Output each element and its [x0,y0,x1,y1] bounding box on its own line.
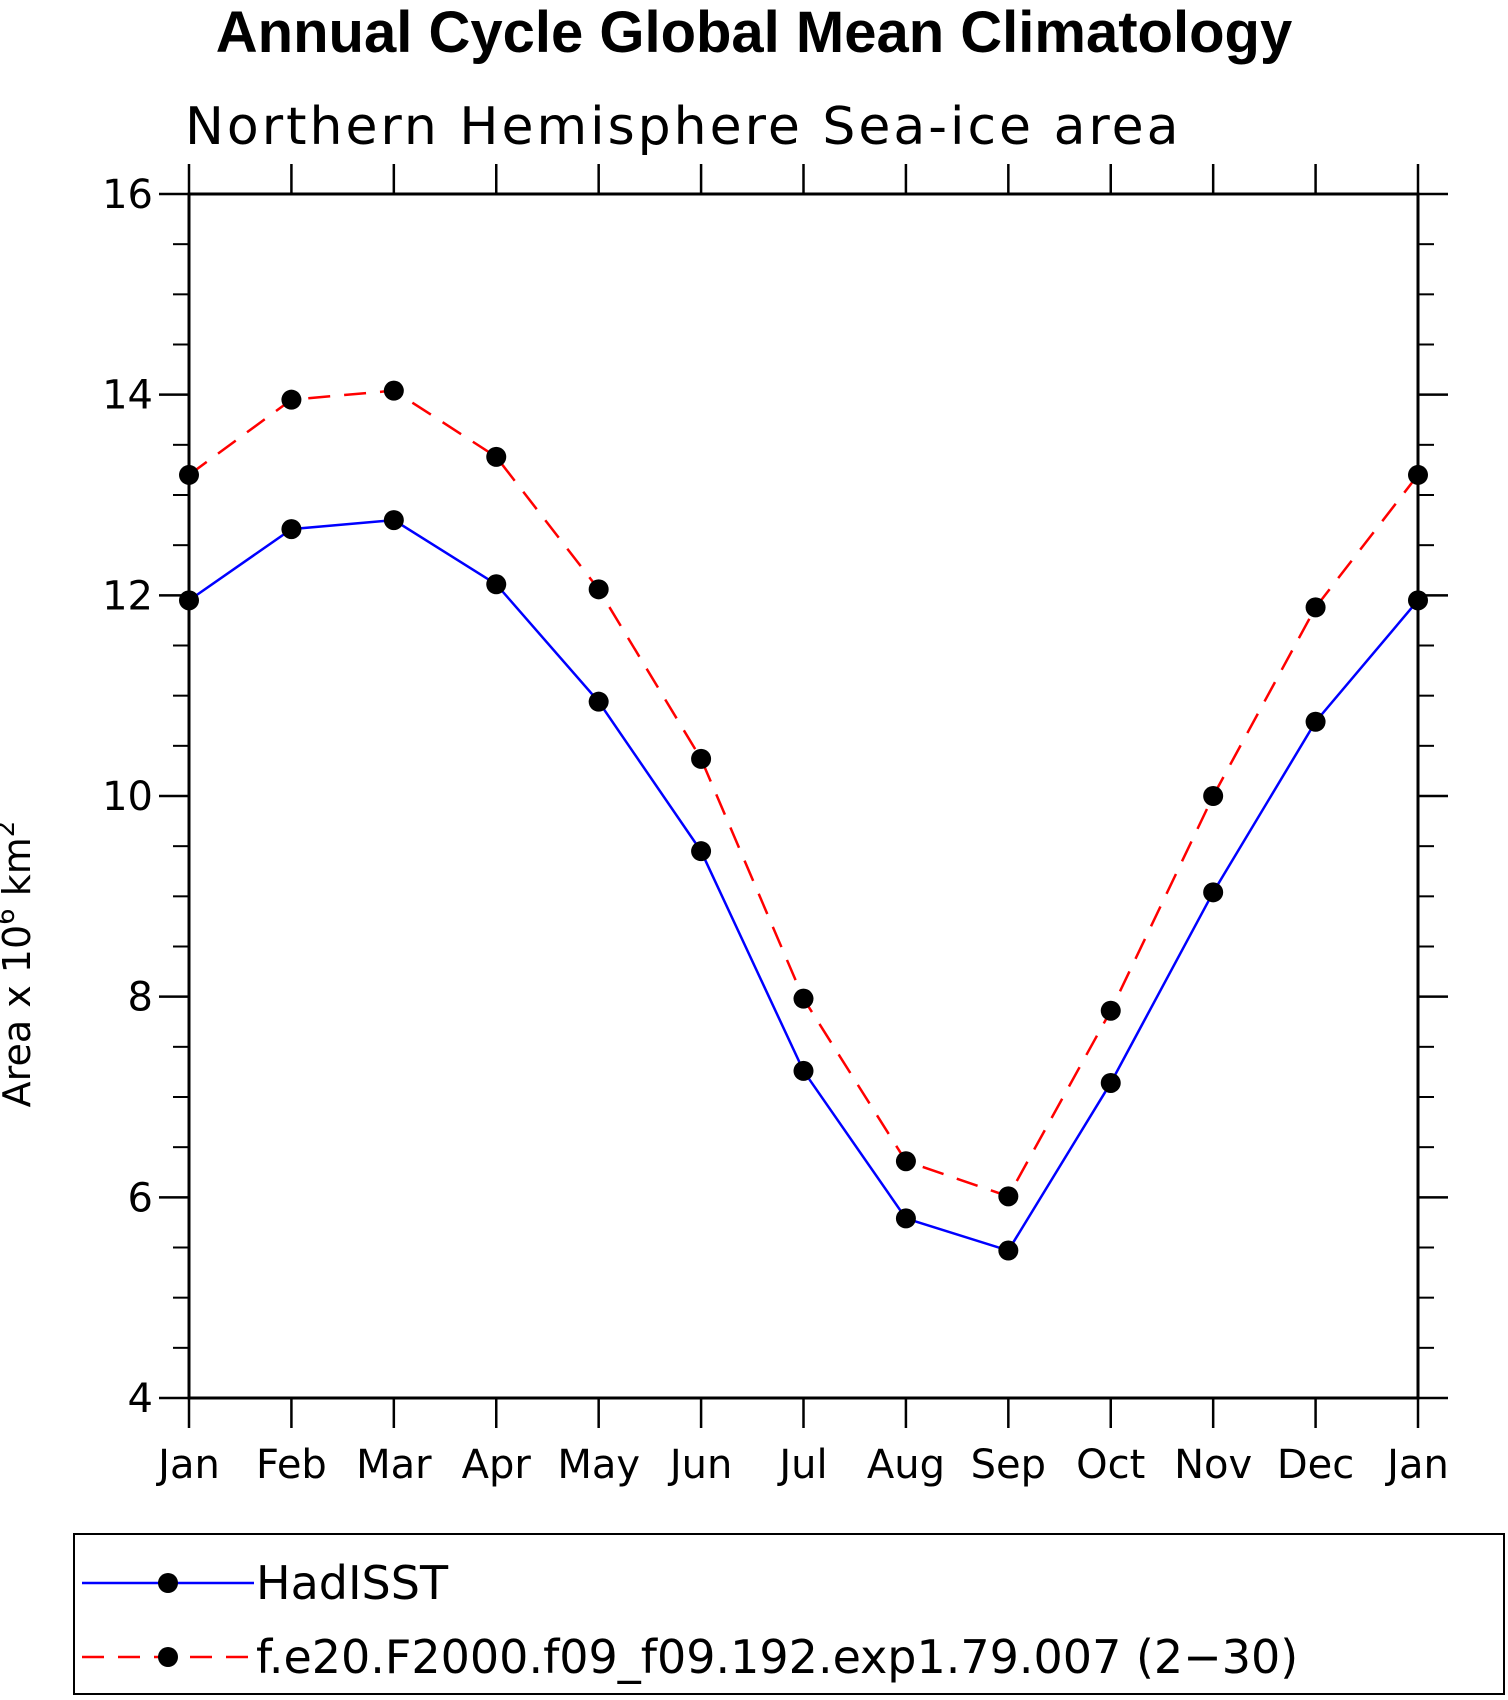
data-point [588,691,609,712]
x-tick-label: Mar [356,1442,432,1488]
data-point [383,510,404,531]
x-tick-label: Feb [256,1442,327,1488]
x-tick-label: Dec [1277,1442,1354,1488]
data-point [998,1240,1019,1261]
x-tick-label: Aug [867,1442,945,1488]
chart-title: Annual Cycle Global Mean Climatology [216,0,1292,65]
data-point [1305,711,1326,732]
y-tick-label: 6 [128,1175,153,1221]
data-point [383,380,404,401]
legend: HadISST f.e20.F2000.f09_f09.192.exp1.79.0… [73,1533,1505,1695]
data-point [486,574,507,595]
y-tick-label: 16 [102,172,153,218]
data-point [1408,464,1428,485]
x-tick-label: Jun [667,1442,733,1488]
data-point [793,1060,814,1081]
x-tick-label: Jan [1384,1442,1449,1488]
plot-frame [187,192,1420,1400]
data-point [998,1186,1019,1207]
data-point [179,590,199,611]
data-point [281,389,302,410]
x-tick-label: Nov [1174,1442,1252,1488]
data-point [691,841,712,862]
series-line-1 [188,518,1419,1252]
legend-marker-1 [158,1573,178,1593]
axes: Jan Feb Mar Apr May Jun Jul Aug Sep Oct Nov Dec Jan4… [102,164,1449,1488]
legend-marker-2 [158,1647,178,1667]
data-point [1100,1072,1121,1093]
data-point [1100,1000,1121,1021]
data-point [895,1208,916,1229]
data-point [691,748,712,769]
y-tick-label: 8 [128,975,153,1021]
y-axis-label-text: Area x 106 km2 [0,821,39,1108]
x-tick-label: Jul [776,1442,827,1488]
chart-subtitle: Northern Hemisphere Sea-ice area [185,97,1182,157]
data-point [486,446,507,467]
legend-box [73,1533,1505,1695]
data-point [281,519,302,540]
data-point [1305,597,1326,618]
data-point [1203,882,1224,903]
x-tick-label: Apr [462,1442,532,1488]
legend-label-1: HadISST [256,1556,449,1610]
data-point [1408,590,1428,611]
data-point [793,988,814,1009]
y-tick-label: 14 [102,373,153,419]
y-tick-label: 12 [102,573,153,619]
data-point [179,464,199,485]
y-tick-label: 10 [102,774,153,820]
legend-label-2: f.e20.F2000.f09_f09.192.exp1.79.007 (2−3… [256,1630,1298,1684]
y-axis-label: Area x 106 km2 [0,821,39,1108]
y-tick-label: 4 [128,1376,153,1422]
x-tick-label: May [557,1442,640,1488]
x-tick-label: Jan [155,1442,220,1488]
data-point [895,1151,916,1172]
data-point [588,579,609,600]
data-point [1203,786,1224,806]
series-layer [179,380,1428,1261]
x-tick-label: Oct [1076,1442,1145,1488]
x-tick-label: Sep [971,1442,1046,1488]
legend-entries: HadISST f.e20.F2000.f09_f09.192.exp1.79.0… [82,1556,1298,1684]
